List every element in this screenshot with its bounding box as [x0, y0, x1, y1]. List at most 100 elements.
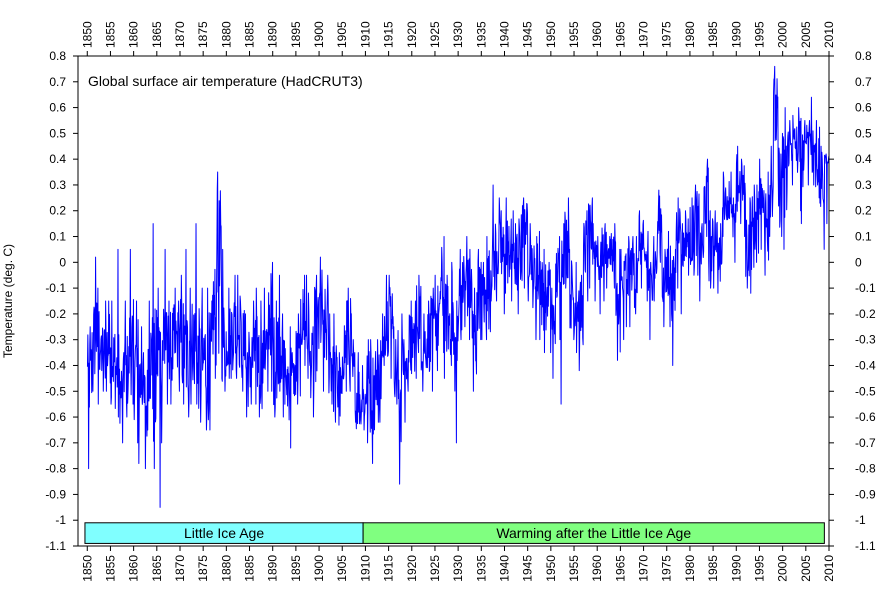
x-tick-label-top: 1980	[683, 21, 697, 48]
y-tick-label-right: 0.6	[855, 101, 872, 115]
x-tick-label-bottom: 1905	[335, 555, 349, 582]
y-tick-label-left: 0.5	[49, 126, 66, 140]
x-tick-label-top: 1955	[567, 21, 581, 48]
y-tick-label-left: 0.8	[49, 49, 66, 63]
x-tick-label-bottom: 1885	[243, 555, 257, 582]
x-tick-label-bottom: 2000	[776, 555, 790, 582]
x-tick-label-top: 1950	[544, 21, 558, 48]
x-tick-label-top: 1990	[729, 21, 743, 48]
x-tick-label-bottom: 1960	[590, 555, 604, 582]
series-layer	[86, 65, 830, 508]
x-tick-label-top: 1920	[405, 21, 419, 48]
x-tick-label-bottom: 1965	[613, 555, 627, 582]
y-tick-label-left: -1.1	[45, 539, 66, 553]
x-tick-label-top: 1970	[637, 21, 651, 48]
y-tick-label-left: -0.1	[45, 281, 66, 295]
y-tick-label-left: -0.8	[45, 462, 66, 476]
y-tick-label-right: -0.9	[855, 487, 876, 501]
x-tick-label-bottom: 1890	[266, 555, 280, 582]
y-tick-label-left: -1	[55, 513, 66, 527]
x-tick-label-top: 1885	[243, 21, 257, 48]
x-tick-label-bottom: 2010	[822, 555, 836, 582]
x-tick-label-top: 1915	[382, 21, 396, 48]
y-tick-label-right: -1	[855, 513, 866, 527]
y-tick-label-left: -0.7	[45, 436, 66, 450]
y-tick-label-right: 0.1	[855, 230, 872, 244]
x-tick-label-bottom: 2005	[799, 555, 813, 582]
x-tick-label-top: 1850	[80, 21, 94, 48]
x-tick-label-top: 1870	[173, 21, 187, 48]
y-tick-label-left: 0.3	[49, 178, 66, 192]
x-tick-label-bottom: 1980	[683, 555, 697, 582]
y-tick-label-right: 0.8	[855, 49, 872, 63]
x-tick-label-bottom: 1985	[706, 555, 720, 582]
y-tick-label-right: -0.2	[855, 307, 876, 321]
x-tick-label-bottom: 1955	[567, 555, 581, 582]
x-tick-label-top: 1855	[103, 21, 117, 48]
y-tick-label-left: -0.5	[45, 384, 66, 398]
x-axis-bottom: 1850 1855 1860 1865 1870 1875 1880 1885 1890 1895…	[80, 546, 836, 582]
y-axis-label: Temperature (deg. C)	[1, 244, 15, 358]
x-tick-label-top: 1940	[497, 21, 511, 48]
x-tick-label-bottom: 1880	[219, 555, 233, 582]
x-tick-label-top: 1985	[706, 21, 720, 48]
x-axis-top: 1850 1855 1860 1865 1870 1875 1880 1885 1890 1895…	[80, 21, 836, 56]
y-axis-left: 0.8 0.7 0.6 0.5 0.4 0.3 0.2 0.1 0 -0.1 -0.2 -0.3 -0.…	[45, 49, 78, 553]
x-tick-label-bottom: 1910	[358, 555, 372, 582]
x-tick-label-bottom: 1925	[428, 555, 442, 582]
y-axis-right: 0.8 0.7 0.6 0.5 0.4 0.3 0.2 0.1 0 -0.1 -0.2 -0.3 -0.…	[829, 49, 876, 553]
x-tick-label-bottom: 1855	[103, 555, 117, 582]
y-tick-label-right: 0.4	[855, 152, 872, 166]
x-tick-label-bottom: 1995	[752, 555, 766, 582]
x-tick-label-top: 2010	[822, 21, 836, 48]
x-tick-label-top: 1930	[451, 21, 465, 48]
period-box	[362, 522, 825, 544]
y-tick-label-right: -1.1	[855, 539, 876, 553]
y-tick-label-right: -0.8	[855, 462, 876, 476]
y-tick-label-left: 0.4	[49, 152, 66, 166]
y-tick-label-left: -0.6	[45, 410, 66, 424]
x-tick-label-top: 1935	[474, 21, 488, 48]
x-tick-label-top: 1910	[358, 21, 372, 48]
y-tick-label-left: -0.9	[45, 487, 66, 501]
x-tick-label-top: 1900	[312, 21, 326, 48]
x-tick-label-bottom: 1950	[544, 555, 558, 582]
x-tick-label-bottom: 1990	[729, 555, 743, 582]
x-tick-label-top: 1960	[590, 21, 604, 48]
y-tick-label-right: 0.7	[855, 75, 872, 89]
x-tick-label-top: 1995	[752, 21, 766, 48]
x-tick-label-bottom: 1860	[127, 555, 141, 582]
x-tick-label-bottom: 1915	[382, 555, 396, 582]
x-tick-label-bottom: 1920	[405, 555, 419, 582]
x-tick-label-bottom: 1895	[289, 555, 303, 582]
period-label: Warming after the Little Ice Age	[496, 525, 691, 541]
x-tick-label-top: 1945	[521, 21, 535, 48]
y-tick-label-right: -0.1	[855, 281, 876, 295]
x-tick-label-top: 1895	[289, 21, 303, 48]
x-tick-label-top: 1965	[613, 21, 627, 48]
temperature-series-line	[86, 65, 830, 508]
y-tick-label-left: -0.2	[45, 307, 66, 321]
y-tick-label-left: 0	[59, 255, 66, 269]
plot-background	[78, 56, 829, 546]
y-tick-label-left: 0.6	[49, 101, 66, 115]
x-tick-label-top: 1865	[150, 21, 164, 48]
x-tick-label-top: 1860	[127, 21, 141, 48]
y-tick-label-right: 0.2	[855, 204, 872, 218]
y-tick-label-right: 0	[855, 255, 862, 269]
x-tick-label-bottom: 1900	[312, 555, 326, 582]
y-tick-label-left: 0.1	[49, 230, 66, 244]
y-tick-label-right: 0.5	[855, 126, 872, 140]
y-tick-label-right: -0.6	[855, 410, 876, 424]
x-tick-label-top: 1890	[266, 21, 280, 48]
y-tick-label-left: -0.3	[45, 333, 66, 347]
x-tick-label-top: 1880	[219, 21, 233, 48]
x-tick-label-bottom: 1940	[497, 555, 511, 582]
chart-title: Global surface air temperature (HadCRUT3…	[88, 73, 363, 89]
y-tick-label-left: -0.4	[45, 358, 66, 372]
x-tick-label-bottom: 1975	[660, 555, 674, 582]
x-tick-label-top: 2000	[776, 21, 790, 48]
y-tick-label-right: 0.3	[855, 178, 872, 192]
x-tick-label-bottom: 1850	[80, 555, 94, 582]
